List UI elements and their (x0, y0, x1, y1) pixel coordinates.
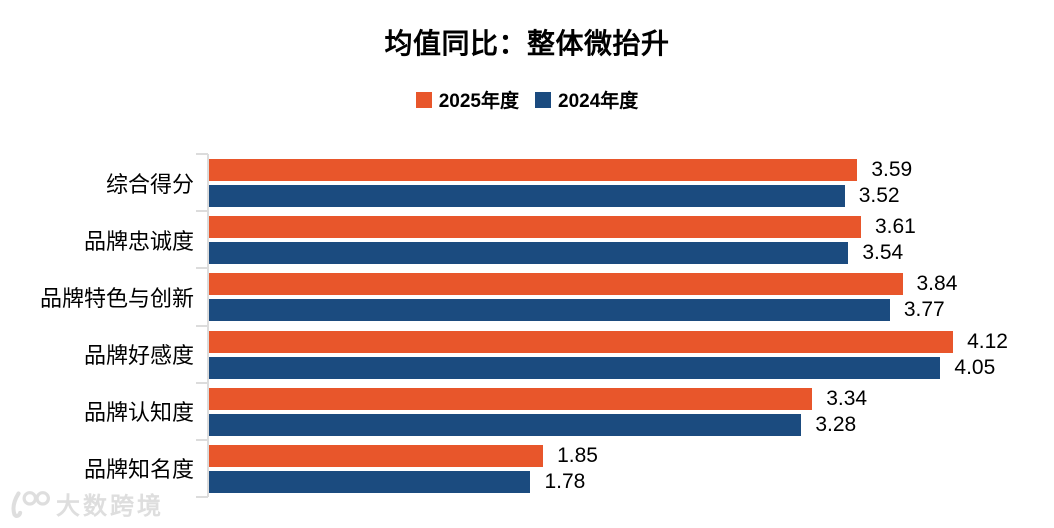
bar-line-2024: 3.52 (209, 185, 912, 207)
axis-tick (196, 267, 208, 270)
bar-line-2024: 1.78 (209, 469, 598, 493)
legend-label-2024: 2024年度 (558, 91, 639, 112)
bar-line-2025: 3.84 (209, 272, 958, 296)
category-label: 品牌忠诚度 (83, 228, 194, 254)
chart-title: 均值同比：整体微抬升 (384, 28, 670, 59)
bar-2024[interactable] (209, 470, 531, 493)
bar-group: 3.61 3.54 (209, 215, 916, 265)
value-label-2025: 3.34 (826, 386, 868, 410)
bar-2025[interactable] (209, 330, 954, 353)
watermark-text: 大数跨境 (56, 493, 164, 520)
value-label-2025: 3.84 (916, 272, 958, 296)
bar-2025[interactable] (209, 273, 903, 296)
category-group: 品牌忠诚度 3.61 3.54 (0, 211, 1054, 268)
value-label-2024: 3.77 (903, 298, 945, 322)
category-group: 品牌认知度 3.34 3.28 (0, 383, 1054, 440)
legend-item-2024[interactable]: 2024年度 (535, 86, 638, 113)
bar-line-2024: 3.28 (209, 412, 867, 436)
bar-line-2025: 3.59 (209, 159, 912, 181)
bar-2024[interactable] (209, 413, 802, 436)
legend-swatch-2025-icon (415, 91, 432, 108)
axis-tick (196, 381, 208, 384)
watermark: 大数跨境 (8, 486, 164, 521)
value-label-2024: 3.28 (815, 412, 857, 436)
value-label-2025: 1.85 (557, 443, 598, 467)
y-axis-line (207, 154, 209, 497)
value-label-2025: 4.12 (967, 329, 1008, 353)
legend-swatch-2024-icon (535, 91, 551, 108)
bar-line-2025: 3.34 (209, 386, 868, 410)
bar-2024[interactable] (209, 299, 890, 322)
value-label-2024: 3.54 (862, 241, 904, 265)
category-group: 综合得分 3.59 3.52 (0, 154, 1054, 211)
bar-2025[interactable] (209, 444, 544, 467)
axis-tick (196, 210, 208, 213)
legend-label-2025: 2025年度 (438, 91, 519, 112)
category-group: 品牌好感度 4.12 4.05 (0, 326, 1054, 383)
bar-line-2024: 3.54 (209, 241, 916, 265)
bar-group: 4.12 4.05 (209, 329, 1008, 379)
value-label-2024: 3.52 (858, 184, 900, 207)
category-label: 综合得分 (105, 171, 194, 197)
axis-tick (196, 496, 208, 498)
bar-line-2025: 3.61 (209, 215, 916, 239)
legend: 2025年度 2024年度 (0, 86, 1054, 113)
category-group: 品牌知名度 1.85 1.78 (0, 440, 1054, 497)
bar-2025[interactable] (209, 387, 813, 410)
bar-2025[interactable] (209, 216, 861, 239)
category-label: 品牌特色与创新 (39, 285, 194, 311)
bar-group: 3.84 3.77 (209, 272, 958, 322)
category-label: 品牌知名度 (83, 457, 194, 483)
value-label-2025: 3.59 (871, 158, 913, 181)
bar-group: 1.85 1.78 (209, 443, 598, 493)
category-label: 品牌认知度 (83, 400, 194, 426)
bar-group: 3.34 3.28 (209, 386, 868, 436)
category-group: 品牌特色与创新 3.84 3.77 (0, 268, 1054, 325)
axis-tick (196, 438, 208, 441)
axis-tick (196, 324, 208, 327)
bar-line-2025: 4.12 (209, 329, 1008, 353)
bar-2025[interactable] (209, 159, 858, 181)
bar-2024[interactable] (209, 185, 845, 207)
bar-line-2024: 4.05 (209, 355, 1008, 379)
plot-area: 综合得分 3.59 3.52 品牌忠诚度 3.61 3.54 品牌特色与创新 3.84 3.77… (0, 154, 1054, 497)
bar-2024[interactable] (209, 242, 849, 265)
watermark-100-logo-icon (11, 490, 50, 518)
bar-line-2025: 1.85 (209, 443, 598, 467)
bar-line-2024: 3.77 (209, 298, 957, 322)
axis-tick (196, 153, 208, 155)
category-label: 品牌好感度 (83, 343, 194, 369)
value-label-2024: 1.78 (544, 469, 586, 493)
bar-2024[interactable] (209, 356, 941, 379)
value-label-2025: 3.61 (874, 215, 916, 239)
value-label-2024: 4.05 (954, 355, 996, 379)
legend-item-2025[interactable]: 2025年度 (415, 86, 519, 113)
bar-group: 3.59 3.52 (209, 159, 912, 207)
